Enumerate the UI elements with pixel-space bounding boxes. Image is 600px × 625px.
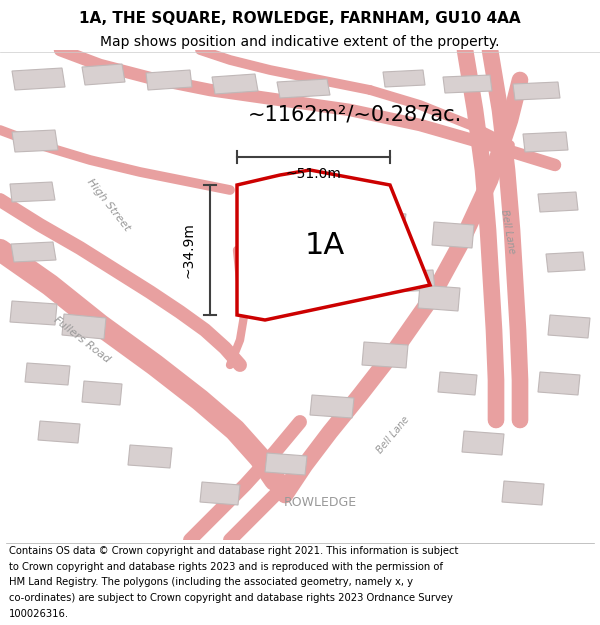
Polygon shape bbox=[418, 285, 460, 311]
Polygon shape bbox=[128, 445, 172, 468]
Polygon shape bbox=[11, 242, 56, 262]
Text: 1A, THE SQUARE, ROWLEDGE, FARNHAM, GU10 4AA: 1A, THE SQUARE, ROWLEDGE, FARNHAM, GU10 … bbox=[79, 11, 521, 26]
Polygon shape bbox=[25, 363, 70, 385]
Polygon shape bbox=[146, 70, 192, 90]
Polygon shape bbox=[277, 79, 330, 98]
Polygon shape bbox=[82, 64, 125, 85]
Polygon shape bbox=[548, 315, 590, 338]
Text: co-ordinates) are subject to Crown copyright and database rights 2023 Ordnance S: co-ordinates) are subject to Crown copyr… bbox=[9, 593, 453, 603]
Polygon shape bbox=[237, 170, 430, 320]
Polygon shape bbox=[38, 421, 80, 443]
Polygon shape bbox=[265, 453, 307, 475]
Polygon shape bbox=[358, 210, 406, 242]
Polygon shape bbox=[12, 68, 65, 90]
Polygon shape bbox=[10, 301, 57, 325]
Polygon shape bbox=[432, 222, 474, 248]
Polygon shape bbox=[310, 395, 354, 418]
Text: ~1162m²/~0.287ac.: ~1162m²/~0.287ac. bbox=[248, 105, 462, 125]
Polygon shape bbox=[62, 314, 106, 339]
Text: to Crown copyright and database rights 2023 and is reproduced with the permissio: to Crown copyright and database rights 2… bbox=[9, 562, 443, 572]
Text: ~51.0m: ~51.0m bbox=[286, 167, 341, 181]
Text: HM Land Registry. The polygons (including the associated geometry, namely x, y: HM Land Registry. The polygons (includin… bbox=[9, 578, 413, 587]
Polygon shape bbox=[546, 252, 585, 272]
Text: High Street: High Street bbox=[85, 177, 131, 233]
Polygon shape bbox=[523, 132, 568, 152]
Polygon shape bbox=[82, 381, 122, 405]
Polygon shape bbox=[502, 481, 544, 505]
Text: Map shows position and indicative extent of the property.: Map shows position and indicative extent… bbox=[100, 35, 500, 49]
Polygon shape bbox=[200, 482, 240, 505]
Text: 1A: 1A bbox=[305, 231, 345, 259]
Text: 100026316.: 100026316. bbox=[9, 609, 69, 619]
Polygon shape bbox=[10, 182, 55, 202]
Polygon shape bbox=[538, 372, 580, 395]
Polygon shape bbox=[538, 192, 578, 212]
Text: Fullers Road: Fullers Road bbox=[52, 315, 112, 365]
Polygon shape bbox=[462, 431, 504, 455]
Polygon shape bbox=[388, 270, 435, 292]
Polygon shape bbox=[310, 224, 358, 256]
Polygon shape bbox=[383, 70, 425, 87]
Polygon shape bbox=[438, 372, 477, 395]
Text: Bell Lane: Bell Lane bbox=[375, 414, 411, 456]
Polygon shape bbox=[443, 75, 492, 93]
Polygon shape bbox=[12, 130, 58, 152]
Text: ~34.9m: ~34.9m bbox=[182, 222, 196, 278]
Text: Contains OS data © Crown copyright and database right 2021. This information is : Contains OS data © Crown copyright and d… bbox=[9, 546, 458, 556]
Polygon shape bbox=[212, 74, 258, 94]
Polygon shape bbox=[262, 194, 308, 228]
Text: ROWLEDGE: ROWLEDGE bbox=[283, 496, 356, 509]
Polygon shape bbox=[362, 342, 408, 368]
Polygon shape bbox=[513, 82, 560, 100]
Text: Bell Lane: Bell Lane bbox=[499, 209, 517, 255]
